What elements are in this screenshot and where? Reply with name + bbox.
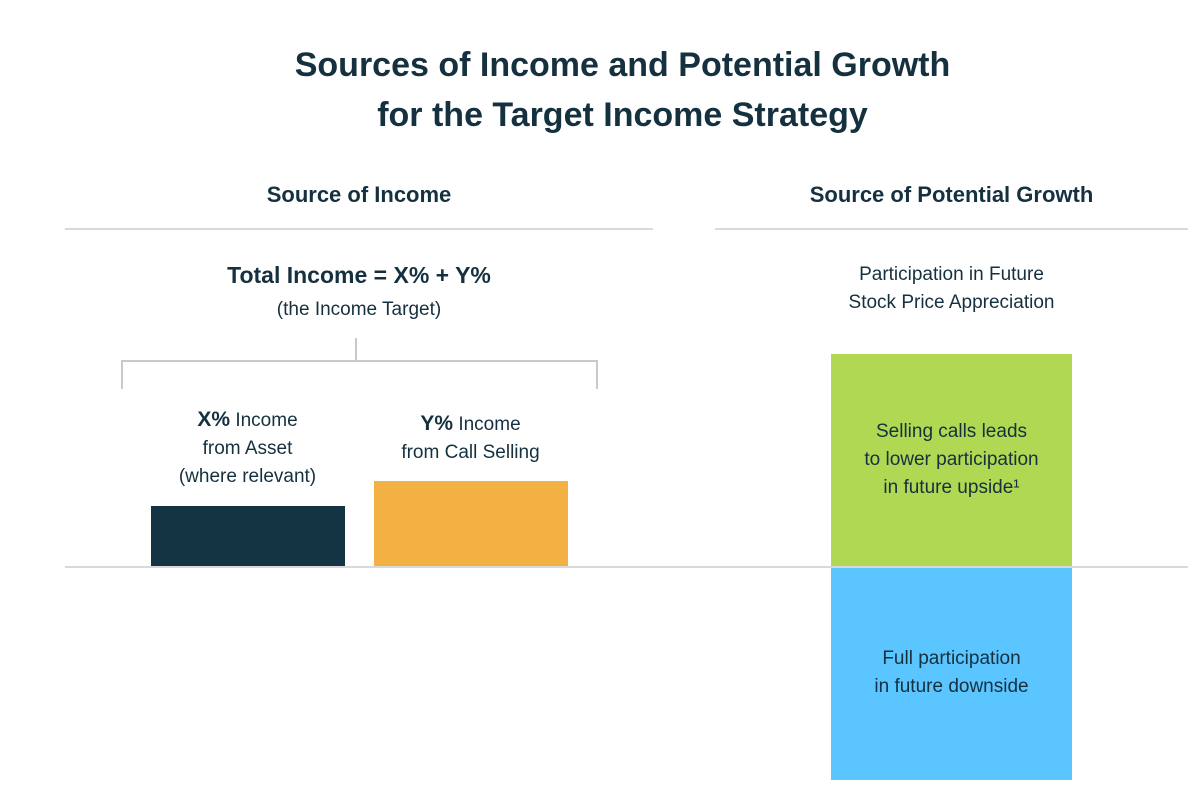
downside-participation-box: Full participation in future downside: [831, 567, 1072, 780]
title-line-2: for the Target Income Strategy: [377, 96, 868, 134]
income-header-rule: [65, 228, 653, 230]
upside-line2: to lower participation: [864, 449, 1039, 470]
growth-subtitle: Participation in Future Stock Price Appr…: [715, 261, 1188, 317]
growth-subtitle-line2: Stock Price Appreciation: [848, 292, 1055, 313]
bracket-right-leg: [596, 360, 598, 389]
call-selling-label-line2: from Call Selling: [401, 442, 540, 463]
asset-income-label: X% Income from Asset (where relevant): [150, 406, 345, 491]
asset-income-label-line2: from Asset: [202, 438, 293, 459]
upside-participation-box: Selling calls leads to lower participati…: [831, 354, 1072, 567]
growth-subtitle-line1: Participation in Future: [859, 264, 1044, 285]
call-selling-income-bar: [374, 481, 568, 567]
downside-line1: Full participation: [882, 648, 1021, 669]
call-selling-label-bold: Y%: [420, 412, 454, 435]
downside-line2: in future downside: [874, 676, 1029, 697]
bracket-stem: [355, 338, 357, 361]
call-selling-income-label: Y% Income from Call Selling: [373, 410, 568, 467]
growth-header-rule: [715, 228, 1188, 230]
income-target-note: (the Income Target): [276, 299, 442, 320]
page-title: Sources of Income and Potential Growth f…: [0, 40, 1203, 140]
downside-box-text: Full participation in future downside: [831, 567, 1072, 701]
upside-box-text: Selling calls leads to lower participati…: [831, 354, 1072, 502]
asset-income-label-line3: (where relevant): [178, 466, 317, 487]
upside-line1: Selling calls leads: [875, 421, 1028, 442]
total-income-formula: Total Income = X% + Y%: [227, 262, 491, 288]
asset-income-label-bold: X%: [197, 408, 231, 431]
zero-baseline: [65, 566, 1188, 568]
asset-income-label-rest: Income: [235, 410, 298, 431]
bracket-left-leg: [121, 360, 123, 389]
income-column-header: Source of Income: [266, 182, 452, 207]
asset-income-bar: [151, 506, 345, 567]
bracket-bar: [121, 360, 598, 362]
title-line-1: Sources of Income and Potential Growth: [294, 46, 951, 84]
call-selling-label-rest: Income: [458, 414, 521, 435]
upside-line3: in future upside¹: [883, 477, 1020, 498]
growth-column-header: Source of Potential Growth: [809, 182, 1094, 207]
